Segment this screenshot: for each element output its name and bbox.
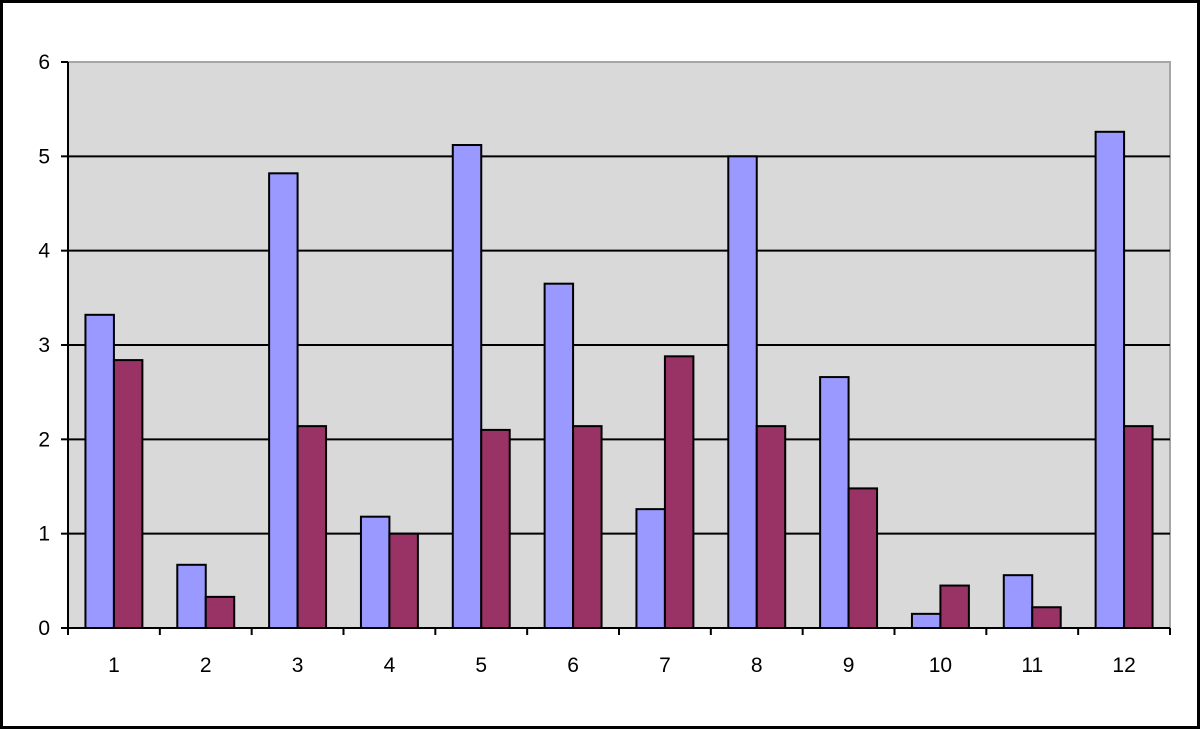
bar-series-1-7 <box>635 508 666 630</box>
axes <box>61 61 1171 635</box>
bar-series-2-11 <box>1031 606 1062 629</box>
bar-series-2-1 <box>112 359 144 629</box>
bar-series-1-10 <box>910 612 942 629</box>
bar-series-1-6 <box>543 282 575 629</box>
bar-series-1-5 <box>451 144 483 629</box>
bar-series-1-2 <box>176 563 207 630</box>
bar-series-2-7 <box>663 355 695 629</box>
bar-series-1-3 <box>268 172 299 630</box>
x-tick-label: 5 <box>475 654 487 677</box>
bar-series-2-12 <box>1123 425 1154 630</box>
bar-series-1-11 <box>1002 574 1034 630</box>
bar-series-1-4 <box>359 515 391 629</box>
bar-series-2-6 <box>572 425 603 630</box>
bar-series-1-1 <box>84 313 115 629</box>
y-tick-label: 2 <box>38 428 50 451</box>
bar-series-1-9 <box>819 376 850 629</box>
bar-series-2-3 <box>296 425 328 630</box>
x-tick-label: 2 <box>200 654 212 677</box>
x-tick-label: 8 <box>751 654 763 677</box>
gridlines <box>68 155 1170 535</box>
x-tick-label: 4 <box>384 654 396 677</box>
bar-series-2-10 <box>939 584 970 629</box>
bar-series-2-4 <box>388 532 419 630</box>
y-tick-label: 5 <box>38 145 50 168</box>
x-tick-label: 3 <box>292 654 304 677</box>
y-tick-label: 0 <box>38 617 50 640</box>
y-tick-label: 1 <box>38 523 50 546</box>
x-tick-label: 7 <box>659 654 671 677</box>
bar-series-2-8 <box>755 425 787 630</box>
bars <box>84 130 1154 630</box>
x-tick-label: 9 <box>843 654 855 677</box>
bar-series-2-2 <box>204 595 236 629</box>
y-tick-label: 3 <box>38 334 50 357</box>
x-tick-label: 10 <box>929 654 952 677</box>
x-tick-label: 11 <box>1021 654 1043 677</box>
y-tick-label: 4 <box>38 240 50 263</box>
bar-series-2-5 <box>480 428 511 629</box>
x-tick-label: 12 <box>1112 654 1135 677</box>
x-tick-label: 1 <box>108 654 120 677</box>
bar-series-2-9 <box>847 487 879 629</box>
y-tick-label: 6 <box>38 51 50 74</box>
x-tick-label: 6 <box>567 654 579 677</box>
bar-series-1-12 <box>1094 130 1126 629</box>
bar-series-1-8 <box>727 155 758 629</box>
